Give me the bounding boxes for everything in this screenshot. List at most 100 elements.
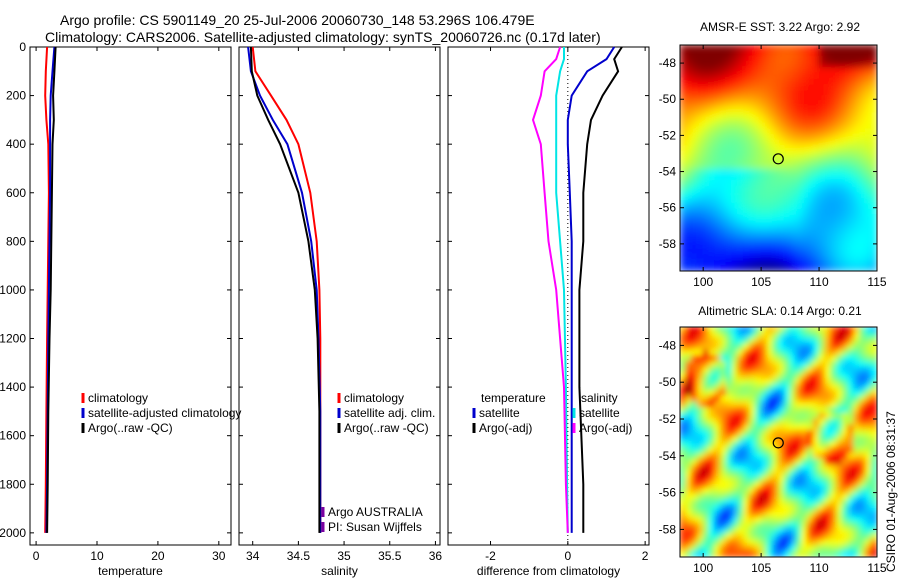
map-cell	[772, 208, 779, 215]
map-cell	[725, 180, 733, 187]
map-cell	[795, 407, 803, 414]
map-cell	[783, 180, 791, 187]
map-cell	[778, 129, 785, 136]
map-cell	[789, 476, 797, 483]
map-cell	[835, 101, 843, 108]
map-cell	[870, 522, 877, 529]
map-cell	[760, 366, 768, 374]
map-cell	[830, 550, 837, 557]
map-cell	[766, 378, 774, 385]
map-cell	[806, 407, 814, 414]
map-cell	[749, 516, 756, 523]
map-cell	[795, 522, 803, 529]
map-cell	[731, 253, 739, 261]
map-cell	[783, 168, 791, 176]
map-cell	[749, 349, 756, 357]
map-cell	[824, 424, 832, 431]
map-cell	[818, 470, 826, 477]
map-cell	[685, 533, 693, 541]
map-cell	[766, 50, 774, 57]
map-cell	[772, 197, 779, 204]
map-cell	[864, 378, 872, 385]
map-cell	[680, 247, 687, 255]
map-cell	[766, 338, 774, 345]
map-cell	[754, 545, 762, 552]
map-cell	[812, 50, 820, 57]
map-cell	[725, 487, 733, 495]
map-cell	[778, 219, 785, 227]
map-cell	[778, 343, 785, 351]
map-cell	[864, 510, 872, 518]
map-cell	[754, 332, 762, 339]
map-cell	[708, 84, 716, 91]
map-cell	[847, 401, 855, 408]
map-cell	[772, 61, 779, 69]
map-cell	[870, 129, 877, 136]
x-tick-label: 20	[151, 549, 165, 563]
map-cell	[795, 464, 803, 472]
map-cell	[789, 527, 797, 535]
map-cell	[870, 106, 877, 114]
map-cell	[760, 355, 768, 362]
map-cell	[731, 533, 739, 541]
map-cell	[795, 140, 803, 148]
map-cell	[708, 78, 716, 86]
map-cell	[824, 499, 832, 506]
map-cell	[766, 424, 774, 431]
map-cell	[778, 117, 785, 125]
map-cell	[818, 72, 826, 80]
map-cell	[835, 208, 843, 215]
map-cell	[801, 539, 808, 546]
map-cell	[772, 106, 779, 114]
map-cell	[870, 55, 877, 63]
map-cell	[864, 174, 872, 182]
map-cell	[853, 487, 861, 495]
map-cell	[680, 441, 687, 449]
map-cell	[702, 230, 710, 238]
map-cell	[778, 527, 785, 535]
map-cell	[870, 72, 877, 80]
map-cell	[766, 72, 774, 80]
map-cell	[859, 219, 866, 227]
map-cell	[841, 522, 849, 529]
map-cell	[737, 78, 745, 86]
map-cell	[691, 253, 698, 261]
map-cell	[696, 476, 704, 483]
map-cell	[702, 151, 710, 159]
map-cell	[708, 435, 716, 443]
map-cell	[859, 168, 866, 176]
map-cell	[702, 499, 710, 506]
map-cell	[806, 389, 814, 397]
map-cell	[772, 134, 779, 142]
map-cell	[766, 499, 774, 506]
map-cell	[841, 72, 849, 80]
map-cell	[749, 435, 756, 443]
map-cell	[725, 355, 733, 362]
map-cell	[725, 361, 733, 368]
map-cell	[795, 163, 803, 170]
map-cell	[841, 493, 849, 500]
map-cell	[708, 470, 716, 477]
map-cell	[806, 168, 814, 176]
map-cell	[702, 424, 710, 431]
map-cell	[806, 361, 814, 368]
map-cell	[749, 395, 756, 403]
map-cell	[841, 361, 849, 368]
map-cell	[783, 372, 791, 380]
map-cell	[731, 168, 739, 176]
map-cell	[801, 366, 808, 374]
map-cell	[720, 219, 727, 227]
map-cell	[853, 522, 861, 529]
map-cell	[841, 389, 849, 397]
map-cell	[806, 253, 814, 261]
map-cell	[737, 230, 745, 238]
map-cell	[749, 214, 756, 221]
map-cell	[789, 67, 797, 74]
map-cell	[778, 401, 785, 408]
map-cell	[853, 197, 861, 204]
map-cell	[783, 527, 791, 535]
map-cell	[812, 338, 820, 345]
map-cell	[824, 481, 832, 489]
map-cell	[720, 140, 727, 148]
map-cell	[702, 539, 710, 546]
